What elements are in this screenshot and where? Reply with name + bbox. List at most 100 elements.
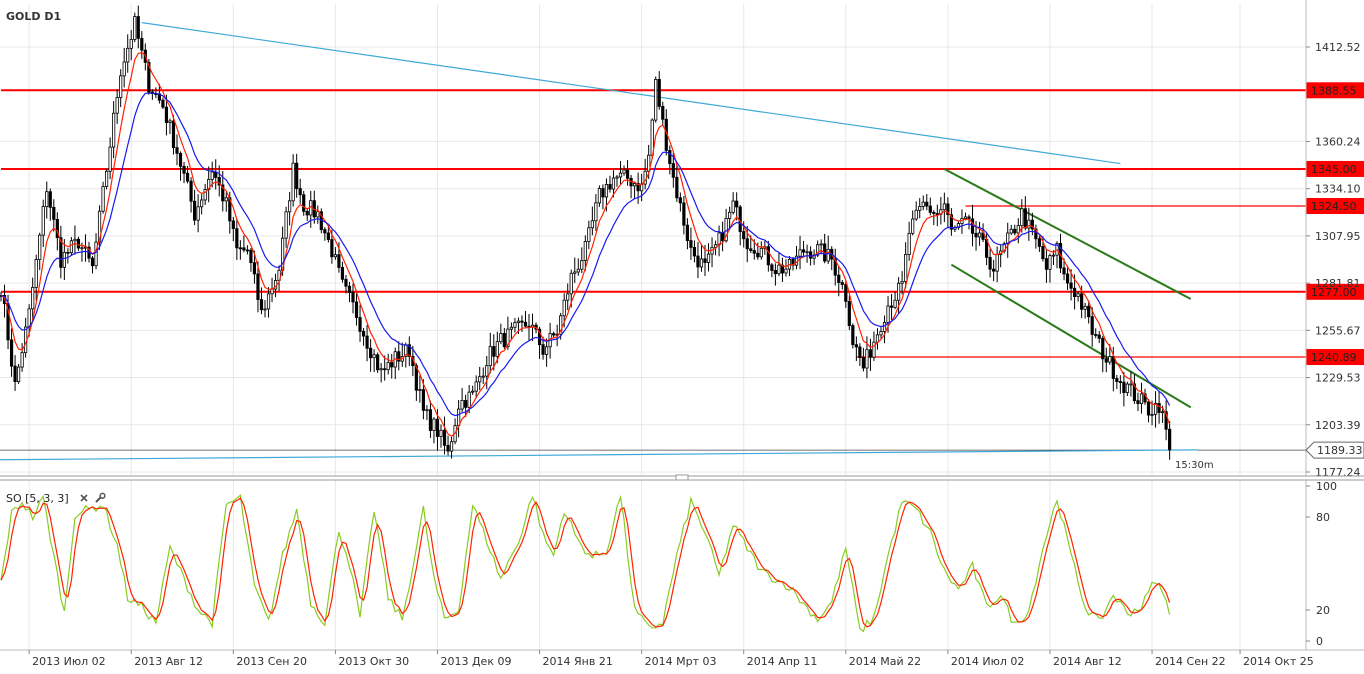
candle-body [80, 247, 84, 250]
candle-body [879, 331, 883, 336]
level-tag [1306, 283, 1364, 300]
candle-body [1016, 225, 1020, 234]
so-tick-label: 20 [1316, 604, 1330, 617]
time-axis[interactable]: 2013 Июл 02 2013 Авг 12 2013 Сен 20 2013 Ок… [0, 649, 1364, 668]
candle-body [136, 16, 140, 39]
candle-body [587, 227, 591, 242]
candle-body [520, 320, 524, 323]
candle-body [1041, 246, 1045, 260]
so-tick-label: 0 [1316, 635, 1323, 648]
candle-body [907, 232, 911, 255]
time-tick-label: 2014 Янв 21 [543, 655, 613, 668]
candle-body [580, 260, 584, 270]
candle-body [682, 202, 686, 226]
channel-line [943, 168, 1192, 300]
time-tick-label: 2013 Июл 02 [32, 655, 106, 668]
candle-body [323, 229, 327, 234]
candle-body [467, 391, 471, 408]
candle-body [1164, 411, 1168, 430]
candle-body [809, 251, 813, 259]
candle-body [844, 284, 848, 302]
candle-body [242, 247, 246, 251]
candle-body [590, 220, 594, 229]
candle-body [101, 186, 105, 212]
level-label: 1240.89 [1311, 351, 1357, 364]
candle-body [478, 376, 482, 383]
candle-body [228, 197, 232, 222]
wrench-icon[interactable] [95, 492, 106, 503]
candle-body [801, 249, 806, 253]
stochastic-oscillator [0, 494, 1171, 633]
candle-body [488, 346, 492, 367]
candle-body [1034, 228, 1038, 240]
candle-body [847, 300, 851, 327]
candle-body [1048, 255, 1052, 270]
candle-body [52, 206, 56, 220]
candle-body [499, 333, 503, 343]
candle-body [513, 322, 517, 328]
candle-body [376, 354, 380, 371]
candle-body [819, 243, 823, 246]
close-icon[interactable] [80, 494, 88, 502]
candle-body [1161, 411, 1165, 414]
candle-body [706, 253, 711, 263]
candle-body [541, 344, 545, 355]
candle-body [238, 247, 242, 250]
candle-body [675, 176, 679, 199]
candle-body [805, 251, 809, 254]
candle-body [988, 256, 992, 270]
candle-body [266, 293, 271, 310]
candle-body [178, 152, 183, 167]
candle-body [889, 305, 894, 308]
candle-body [471, 390, 475, 393]
candle-body [354, 301, 359, 318]
price-tick-label: 1334.10 [1315, 183, 1361, 196]
time-tick-label: 2013 Дек 09 [440, 655, 511, 668]
candle-body [200, 199, 204, 208]
price-axis[interactable]: 1412.52 1360.24 1334.10 1307.95 1281.81 1255.… [1305, 0, 1364, 479]
candle-body [946, 203, 950, 216]
candle-body [140, 37, 144, 51]
candle-body [442, 429, 447, 446]
candle-body [569, 272, 573, 295]
price-tick-label: 1203.39 [1315, 419, 1361, 432]
candle-body [48, 191, 52, 208]
candle-body [608, 184, 612, 190]
candle-body [1139, 393, 1144, 404]
candle-body [615, 176, 619, 179]
candle-body [1153, 402, 1158, 415]
candle-body [745, 238, 749, 250]
candle-body [566, 293, 570, 301]
candle-body [203, 189, 207, 201]
candle-body [122, 61, 126, 77]
candle-body [967, 216, 971, 220]
candle-body [108, 146, 112, 172]
candle-body [882, 321, 887, 332]
candle-body [752, 250, 756, 254]
candle-body [977, 232, 982, 238]
candle-body [893, 299, 897, 308]
candle-body [861, 357, 866, 369]
candle-body [717, 232, 721, 246]
candle-body [284, 211, 288, 239]
candle-body [1115, 378, 1119, 382]
candle-body [221, 184, 225, 202]
candle-body [147, 61, 151, 93]
candle-body [816, 244, 820, 256]
candle-body [383, 368, 387, 371]
candle-body [728, 211, 732, 219]
candle-body [316, 211, 320, 218]
candle-body [678, 197, 682, 204]
candle-body [97, 210, 102, 243]
candle-body [439, 429, 443, 437]
candle-body [31, 287, 35, 310]
candle-body [492, 346, 496, 357]
candle-body [397, 351, 401, 362]
candle-body [344, 278, 348, 287]
candle-body [365, 335, 369, 349]
candle-body [995, 254, 999, 272]
candle-body [671, 163, 675, 178]
candle-body [692, 246, 697, 257]
trend-line [0, 449, 1198, 461]
